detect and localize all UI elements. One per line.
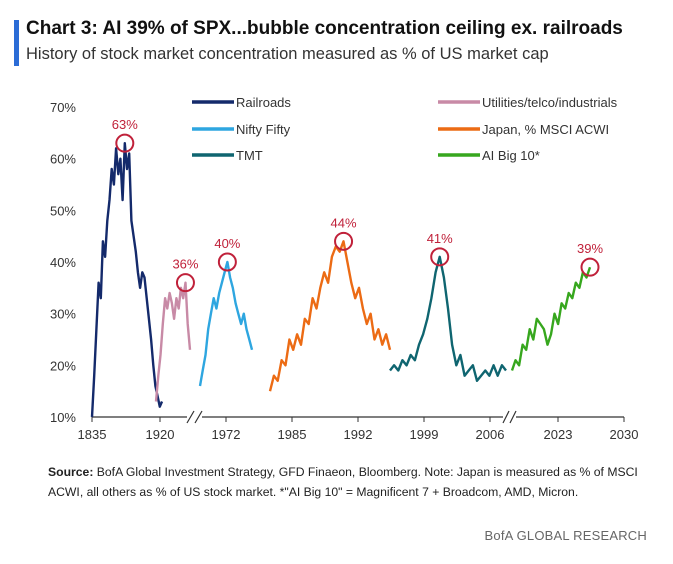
y-tick-label: 30% <box>50 307 76 322</box>
legend-label: Japan, % MSCI ACWI <box>482 122 609 137</box>
axis-break-mark <box>194 410 203 424</box>
peak-marker-circle <box>175 273 195 293</box>
y-axis: 10% 20% 30% 40% 50% 60% 70% <box>50 100 76 425</box>
x-tick-label: 1992 <box>344 427 373 442</box>
x-tick-label: 1835 <box>78 427 107 442</box>
legend: Railroads Utilities/telco/industrials Nift… <box>192 95 618 163</box>
x-tick-label: 1999 <box>410 427 439 442</box>
peak-marker-circle <box>430 247 450 267</box>
y-tick-label: 40% <box>50 255 76 270</box>
source-text: BofA Global Investment Strategy, GFD Fin… <box>48 465 638 499</box>
y-tick-label: 50% <box>50 203 76 218</box>
peak-data-label: 44% <box>331 215 357 230</box>
line-chart: Railroads Utilities/telco/industrials Nift… <box>50 95 639 442</box>
series-line <box>154 281 192 402</box>
x-tick-label: 1985 <box>278 427 307 442</box>
peak-marker-circle <box>115 133 135 153</box>
axis-break-mark <box>509 410 517 424</box>
peak-marker-circle <box>334 231 354 251</box>
x-tick-label: 2030 <box>610 427 639 442</box>
peak-marker-circle <box>217 252 237 272</box>
legend-label: TMT <box>236 148 263 163</box>
y-tick-label: 70% <box>50 100 76 115</box>
x-axis: 1835 1920 1972 1985 1992 1999 2006 2023 2030 <box>78 410 639 442</box>
x-tick-label: 2006 <box>476 427 505 442</box>
axis-break-mark <box>186 410 195 424</box>
series-line <box>90 141 164 418</box>
series-line <box>198 260 254 387</box>
legend-label: Nifty Fifty <box>236 122 291 137</box>
x-tick-label: 1920 <box>146 427 175 442</box>
legend-label: Utilities/telco/industrials <box>482 95 618 110</box>
peak-data-label: 36% <box>172 257 198 272</box>
chart-title: Chart 3: AI 39% of SPX...bubble concentr… <box>26 18 623 39</box>
title-accent-bar <box>14 20 19 66</box>
peak-data-label: 63% <box>112 117 138 132</box>
y-tick-label: 60% <box>50 152 76 167</box>
y-tick-label: 10% <box>50 410 76 425</box>
y-tick-label: 20% <box>50 358 76 373</box>
peak-data-label: 41% <box>427 231 453 246</box>
footnote: Source: BofA Global Investment Strategy,… <box>48 462 648 502</box>
plot-area: 63% 36% 40% 44% 41% 39% <box>90 117 603 418</box>
peak-data-label: 40% <box>214 236 240 251</box>
series-line <box>268 240 392 392</box>
legend-label: Railroads <box>236 95 291 110</box>
source-label: Source: <box>48 465 94 479</box>
brand-label: BofA GLOBAL RESEARCH <box>484 528 647 543</box>
x-tick-label: 2023 <box>544 427 573 442</box>
legend-label: AI Big 10* <box>482 148 540 163</box>
chart-subtitle: History of stock market concentration me… <box>26 45 549 63</box>
series-line <box>510 266 592 371</box>
peak-data-label: 39% <box>577 241 603 256</box>
series-line <box>389 255 507 382</box>
axis-break-mark <box>502 410 510 424</box>
peak-marker-circle <box>580 257 600 277</box>
x-tick-label: 1972 <box>212 427 241 442</box>
